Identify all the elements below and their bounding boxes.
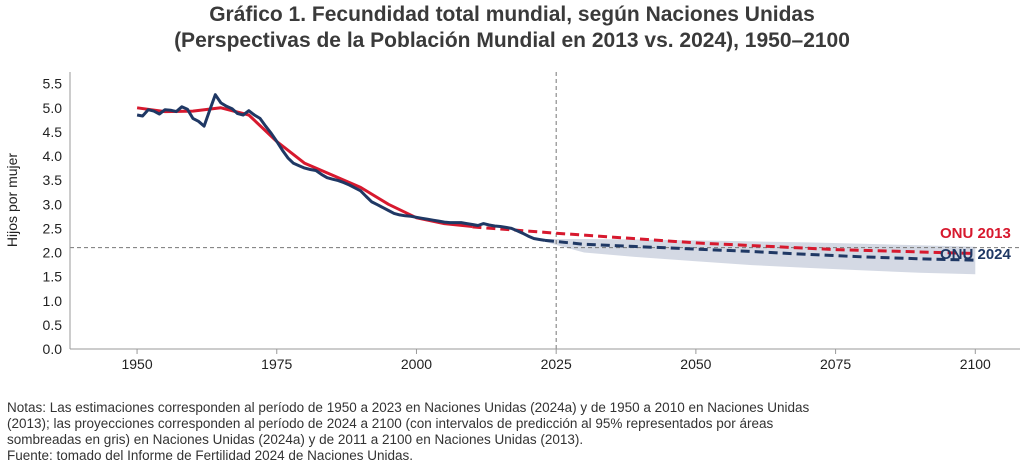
chart-notes: Notas: Las estimaciones corresponden al … — [7, 400, 1017, 464]
y-tick-label: 5.5 — [43, 76, 63, 92]
y-axis-label: Hijos por mujer — [4, 153, 20, 247]
x-tick-label: 2050 — [680, 356, 711, 372]
chart-title-line-2: (Perspectivas de la Población Mundial en… — [174, 29, 850, 52]
x-tick-label: 2025 — [541, 356, 572, 372]
y-tick-label: 4.0 — [43, 148, 63, 164]
y-tick-label: 2.5 — [43, 220, 63, 236]
note-line-1: Notas: Las estimaciones corresponden al … — [7, 400, 810, 415]
onu-2024-projection-line — [544, 238, 976, 262]
note-line-2: (2013); las proyecciones corresponden al… — [7, 416, 774, 431]
y-tick-label: 5.0 — [43, 100, 63, 116]
y-tick-label: 0.5 — [43, 317, 63, 333]
source-line: Fuente: tomado del Informe de Fertilidad… — [7, 448, 413, 463]
x-tick-label: 2075 — [820, 356, 851, 372]
x-tick-label: 2100 — [960, 356, 991, 372]
x-tick-label: 1975 — [261, 356, 292, 372]
y-tick-label: 3.5 — [43, 172, 63, 188]
series-label-onu-2013: ONU 2013 — [940, 225, 1011, 242]
chart-title-line-1: Gráfico 1. Fecundidad total mundial, seg… — [209, 3, 815, 26]
y-tick-label: 0.0 — [43, 341, 63, 357]
series-label-onu-2024: ONU 2024 — [940, 246, 1012, 263]
x-tick-label: 1950 — [121, 356, 152, 372]
onu-2013-projection-line — [472, 225, 976, 255]
y-tick-label: 1.0 — [43, 293, 63, 309]
y-tick-label: 4.5 — [43, 124, 63, 140]
y-tick-label: 1.5 — [43, 269, 63, 285]
onu-2024-estimate-line — [136, 93, 546, 242]
y-tick-label: 2.0 — [43, 245, 63, 261]
x-tick-label: 2000 — [401, 356, 432, 372]
note-line-3: sombreadas en gris) en Naciones Unidas (… — [7, 432, 584, 447]
y-tick-label: 3.0 — [43, 196, 63, 212]
